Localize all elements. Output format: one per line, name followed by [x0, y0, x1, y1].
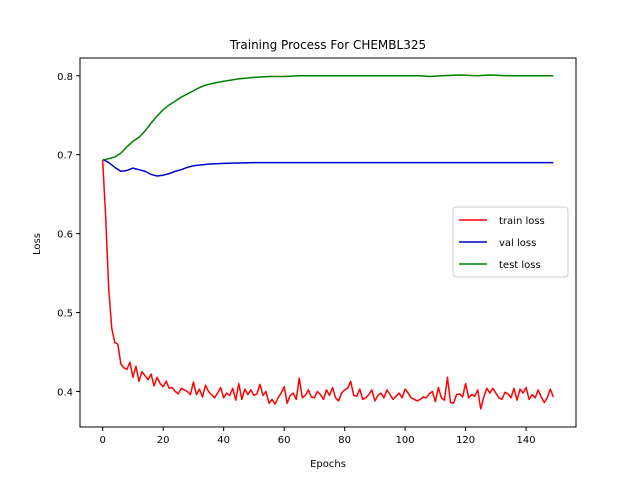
x-tick-label: 20	[157, 435, 170, 446]
series-line-test-loss	[102, 74, 554, 161]
x-tick-label: 40	[217, 435, 230, 446]
chart-title: Training Process For CHEMBL325	[229, 38, 426, 52]
y-tick-label: 0.7	[57, 151, 73, 162]
y-tick-label: 0.8	[57, 72, 73, 83]
plot-area: 0 20 40 60 80 100 120 140 0.4 0.5 0.6 0.7 0.8	[57, 57, 577, 446]
x-tick-label: 120	[456, 435, 475, 446]
x-axis: 0 20 40 60 80 100 120 140	[99, 427, 536, 446]
legend-label: test loss	[499, 260, 541, 271]
y-tick-label: 0.5	[57, 309, 73, 320]
x-tick-label: 0	[99, 435, 105, 446]
legend-label: train loss	[499, 216, 545, 227]
x-tick-label: 80	[338, 435, 351, 446]
series-line-val-loss	[102, 158, 554, 177]
x-tick-label: 100	[396, 435, 415, 446]
x-tick-label: 140	[517, 435, 536, 446]
legend: train loss val loss test loss	[452, 206, 569, 278]
y-axis: 0.4 0.5 0.6 0.7 0.8	[57, 72, 80, 398]
axes-frame	[79, 57, 577, 428]
series-line-train-loss	[101, 160, 555, 410]
x-axis-label: Epochs	[310, 459, 346, 470]
series-group	[101, 74, 555, 410]
legend-label: val loss	[499, 238, 536, 249]
y-tick-label: 0.6	[57, 230, 73, 241]
y-axis-label: Loss	[32, 233, 43, 255]
x-tick-label: 60	[278, 435, 291, 446]
y-tick-label: 0.4	[57, 387, 73, 398]
legend-box	[452, 206, 569, 278]
